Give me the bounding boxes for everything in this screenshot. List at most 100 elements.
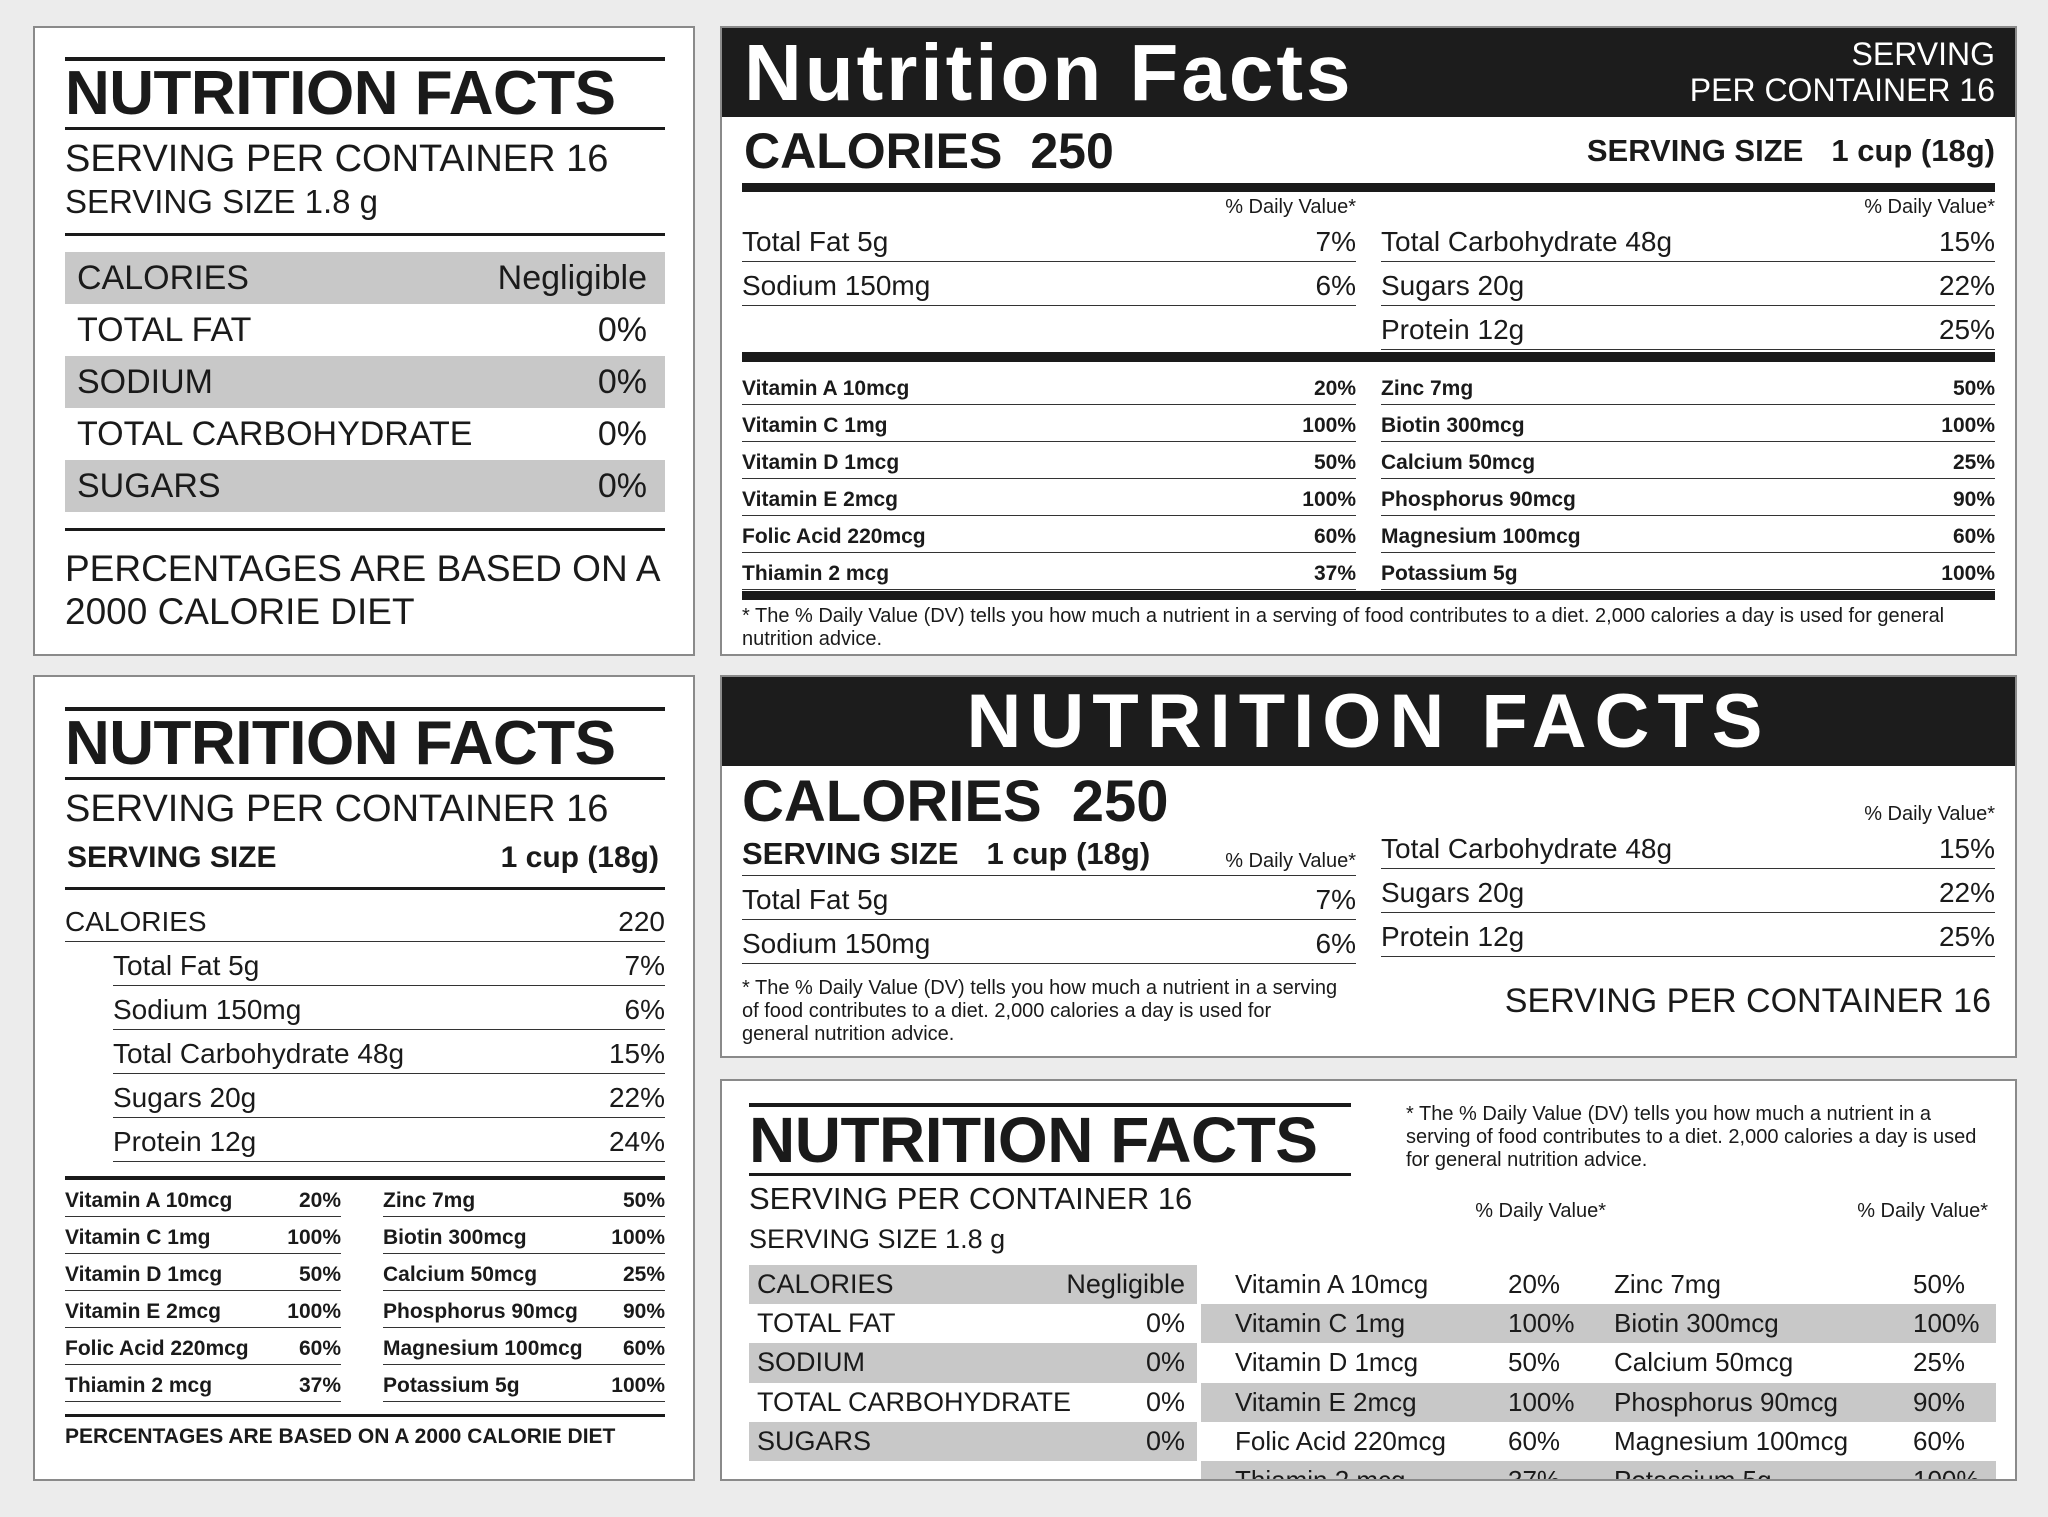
nutrient-row: Zinc 7mg 50% [1381,368,1995,405]
nutrient-name: Folic Acid 220mcg [65,1337,249,1360]
nutrient-name: TOTAL CARBOHYDRATE [757,1386,1072,1417]
nutrient-row: Thiamin 2 mcg 37% [65,1365,341,1402]
vitamin-list: Zinc 7mg 50% Biotin 300mcg 100% Calcium 50mc… [1381,368,1995,590]
footer: PERCENTAGES ARE BASED ON A 2000 CALORIE … [65,1414,665,1449]
vitamin-rows: Vitamin A 10mcg 20% Zinc 7mg 50% Vitamin C 1… [1201,1265,1996,1481]
nutrient-value: 100% [1941,414,1995,437]
calories-label: CALORIES [742,769,1042,834]
nutrient-value: 20% [298,1189,341,1212]
nutrient-name: Thiamin 2 mcg [65,1374,213,1397]
nutrient-value: 90% [1913,1386,1966,1417]
nutrient-value: 20% [1313,377,1356,400]
nutrient-name: Total Fat 5g [742,226,889,257]
nutrient-name: Calcium 50mcg [1381,451,1536,474]
nutrient-value: 90% [622,1300,665,1323]
nutrition-label: NUTRITION FACTS SERVING PER CONTAINER 16… [33,26,695,656]
nutrient-row: SODIUM 0% [749,1343,1197,1383]
calories: CALORIES 220 [65,902,665,942]
nutrient-row: Thiamin 2 mcg 37% [742,553,1356,590]
nutrient-name: Vitamin E 2mcg [65,1300,222,1323]
nutrient-row: Phosphorus 90mcg 90% [1381,479,1995,516]
nutrient-value: 7% [1315,226,1356,257]
nutrient-name: Phosphorus 90mcg [1381,488,1576,511]
nutrient-row: Sodium 150mg 6% [742,262,1356,306]
nutrient-row: Sugars 20g 22% [113,1074,665,1118]
nutrient-name: Total Carbohydrate 48g [113,1038,405,1069]
nutrient-name: Vitamin A 10mcg [1235,1269,1429,1300]
footnote: * The % Daily Value (DV) tells you how m… [742,605,1945,650]
nutrient-name: TOTAL FAT [77,310,252,349]
serving-size-value: 1 cup (18g) [1831,133,1995,168]
nutrient-value: 22% [1938,270,1995,301]
serving-size: SERVING SIZE 1 cup (18g) [65,837,665,890]
servings: SERVING PER CONTAINER 16 [1504,982,1991,1020]
calories: CALORIES 250 [744,124,1114,178]
nutrient-list: Total Fat 5g 7% Sodium 150mg 6% [742,876,1356,964]
nutrient-name: Magnesium 100mcg [1614,1425,1849,1456]
nutrient-name: Total Carbohydrate 48g [1381,833,1673,864]
nutrient-row: Biotin 300mcg 100% [383,1217,665,1254]
nutrient-value: 25% [1913,1347,1966,1378]
label-content: NUTRITION FACTS SERVING PER CONTAINER 16… [65,707,665,1449]
nutrient-name: Phosphorus 90mcg [383,1300,578,1323]
label-content: NUTRITION FACTS SERVING PER CONTAINER 16… [65,57,665,633]
nutrient-row: SUGARS 0% [65,460,665,512]
nutrient-row: Protein 12g 24% [113,1118,665,1162]
vitamin-list: Zinc 7mg 50% Biotin 300mcg 100% Calcium 50mc… [383,1180,665,1402]
serving-size-line: SERVING SIZE 1 cup (18g) % Daily Value* [742,832,1356,876]
nutrient-value: 100% [1913,1308,1980,1339]
nutrient-value: 6% [1315,270,1356,301]
vitamin-list: Vitamin A 10mcg 20% Vitamin C 1mg 100% Vitam… [742,368,1356,590]
daily-value-header: % Daily Value* [1225,850,1356,872]
nutrient-value: Negligible [497,258,647,297]
nutrient-row: Calcium 50mcg 25% [1381,442,1995,479]
nutrient-value: 60% [1952,525,1995,548]
nutrient-name: Magnesium 100mcg [1381,525,1581,548]
vitamin-section: Vitamin A 10mcg 20% Vitamin C 1mg 100% Vitam… [65,1176,665,1402]
nutrient-row: Total Carbohydrate 48g 15% [1381,825,1995,869]
serving-size: SERVING SIZE 1.8 g [65,183,665,236]
nutrient-name: Protein 12g [113,1126,257,1157]
nutrient-name: Sodium 150mg [742,928,931,959]
nutrient-name: TOTAL FAT [757,1308,896,1339]
nutrient-name: Vitamin C 1mg [742,414,888,437]
nutrient-value: 22% [608,1082,665,1113]
vitamin-row: Folic Acid 220mcg 60% Magnesium 100mcg 60% [1201,1422,1996,1461]
daily-value-header: % Daily Value* [1864,803,1995,825]
serving-size: SERVING SIZE 1 cup (18g) [1587,134,1995,168]
nutrient-name: SUGARS [757,1425,872,1456]
nutrient-value: 0% [597,466,647,505]
nutrient-row: Folic Acid 220mcg 60% [742,516,1356,553]
vitamin-table: % Daily Value* % Daily Value* Vitamin A … [1201,1200,1996,1481]
nutrient-row: Sodium 150mg 6% [742,920,1356,964]
serving-size-label: SERVING SIZE [742,836,959,871]
nutrient-value: 25% [1938,314,1995,345]
nutrient-row: TOTAL CARBOHYDRATE 0% [749,1383,1197,1422]
nutrient-value: 7% [624,950,665,981]
nutrient-name: Potassium 5g [1614,1465,1772,1481]
nutrient-row: Vitamin E 2mcg 100% [65,1291,341,1328]
nutrient-row: Total Fat 5g 7% [742,218,1356,262]
nutrient-row: Potassium 5g 100% [1381,553,1995,590]
nutrient-value: 15% [608,1038,665,1069]
nutrient-name: Total Fat 5g [742,884,889,915]
nutrient-name: Sodium 150mg [742,270,931,301]
nutrient-value: Negligible [1066,1269,1185,1300]
footnote: * The % Daily Value (DV) tells you how m… [1406,1103,1977,1171]
nutrient-name: Vitamin C 1mg [1235,1308,1406,1339]
rule [742,183,1995,192]
nutrient-row: Protein 12g 25% [1381,306,1995,350]
label-title: NUTRITION FACTS [966,679,1771,764]
calories-label: CALORIES [65,905,207,937]
nutrient-row: Vitamin C 1mg 100% [65,1217,341,1254]
nutrient-value: 100% [1941,562,1995,585]
nutrient-name: Potassium 5g [1381,562,1518,585]
nutrient-row: Vitamin D 1mcg 50% [742,442,1356,479]
nutrient-name: Zinc 7mg [383,1189,476,1212]
nutrient-value: 100% [1508,1308,1575,1339]
serving-size-label: SERVING SIZE [1586,133,1804,168]
nutrition-label: NUTRITION FACTS SERVING PER CONTAINER 16… [33,675,695,1481]
vitamin-row: Vitamin C 1mg 100% Biotin 300mcg 100% [1201,1304,1996,1344]
